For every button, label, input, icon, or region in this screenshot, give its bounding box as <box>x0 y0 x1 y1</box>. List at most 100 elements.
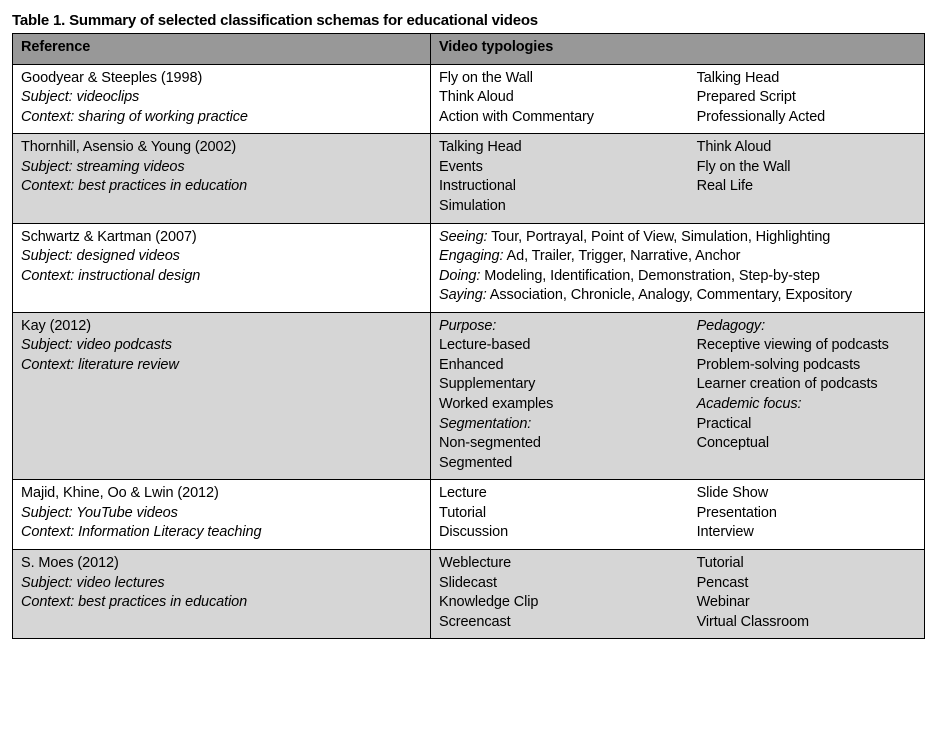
typology-item: Knowledge Clip <box>439 593 697 613</box>
typology-col-right: Talking HeadPrepared ScriptProfessionall… <box>697 69 916 128</box>
context-line: Context: sharing of working practice <box>21 108 422 128</box>
typology-heading: Pedagogy: <box>697 317 916 337</box>
category-values: Modeling, Identification, Demonstration,… <box>480 268 820 284</box>
typology-item: Think Aloud <box>439 88 697 108</box>
category-key: Doing: <box>439 268 480 284</box>
typology-columns: LectureTutorialDiscussionSlide ShowPrese… <box>439 484 916 543</box>
typology-col-left: WeblectureSlidecastKnowledge ClipScreenc… <box>439 554 697 632</box>
table-row: Kay (2012)Subject: video podcastsContext… <box>13 312 925 480</box>
table-row: Majid, Khine, Oo & Lwin (2012)Subject: Y… <box>13 480 925 550</box>
table-row: Thornhill, Asensio & Young (2002)Subject… <box>13 134 925 223</box>
typology-item: Screencast <box>439 613 697 633</box>
reference-cell: Schwartz & Kartman (2007)Subject: design… <box>13 223 431 312</box>
typology-col-left: Fly on the WallThink AloudAction with Co… <box>439 69 697 128</box>
table-row: Schwartz & Kartman (2007)Subject: design… <box>13 223 925 312</box>
typology-item: Professionally Acted <box>697 108 916 128</box>
author: Goodyear & Steeples (1998) <box>21 69 422 89</box>
category-key: Seeing: <box>439 229 487 245</box>
typology-item: Practical <box>697 415 916 435</box>
typology-col-right: TutorialPencastWebinarVirtual Classroom <box>697 554 916 632</box>
typology-item: Interview <box>697 523 916 543</box>
typology-item: Enhanced <box>439 356 697 376</box>
reference-cell: Goodyear & Steeples (1998)Subject: video… <box>13 64 431 134</box>
subject-line: Subject: video lectures <box>21 574 422 594</box>
table-row: Goodyear & Steeples (1998)Subject: video… <box>13 64 925 134</box>
typology-item: Events <box>439 158 697 178</box>
typologies-cell: Seeing: Tour, Portrayal, Point of View, … <box>431 223 925 312</box>
author: Kay (2012) <box>21 317 422 337</box>
subject-line: Subject: streaming videos <box>21 158 422 178</box>
typology-col-left: Purpose:Lecture-basedEnhancedSupplementa… <box>439 317 697 474</box>
typology-col-right: Think AloudFly on the WallReal Life <box>697 138 916 216</box>
typology-item: Lecture-based <box>439 336 697 356</box>
typology-category: Engaging: Ad, Trailer, Trigger, Narrativ… <box>439 247 916 267</box>
typology-col-left: Talking HeadEventsInstructionalSimulatio… <box>439 138 697 216</box>
typology-item: Talking Head <box>439 138 697 158</box>
subject-line: Subject: videoclips <box>21 88 422 108</box>
reference-cell: Thornhill, Asensio & Young (2002)Subject… <box>13 134 431 223</box>
typology-item: Pencast <box>697 574 916 594</box>
typology-category: Seeing: Tour, Portrayal, Point of View, … <box>439 228 916 248</box>
context-line: Context: instructional design <box>21 267 422 287</box>
typologies-cell: WeblectureSlidecastKnowledge ClipScreenc… <box>431 549 925 638</box>
header-reference: Reference <box>13 34 431 65</box>
context-line: Context: literature review <box>21 356 422 376</box>
typology-item: Real Life <box>697 177 916 197</box>
typology-columns: Purpose:Lecture-basedEnhancedSupplementa… <box>439 317 916 474</box>
typology-col-left: LectureTutorialDiscussion <box>439 484 697 543</box>
author: Majid, Khine, Oo & Lwin (2012) <box>21 484 422 504</box>
table-caption: Table 1. Summary of selected classificat… <box>12 12 928 29</box>
subject-line: Subject: video podcasts <box>21 336 422 356</box>
typology-category: Saying: Association, Chronicle, Analogy,… <box>439 286 916 306</box>
typology-item: Slide Show <box>697 484 916 504</box>
typologies-cell: Fly on the WallThink AloudAction with Co… <box>431 64 925 134</box>
typology-item: Tutorial <box>697 554 916 574</box>
typology-heading: Purpose: <box>439 317 697 337</box>
typology-item: Discussion <box>439 523 697 543</box>
reference-cell: Majid, Khine, Oo & Lwin (2012)Subject: Y… <box>13 480 431 550</box>
typology-item: Supplementary <box>439 375 697 395</box>
typology-item: Fly on the Wall <box>439 69 697 89</box>
typology-item: Weblecture <box>439 554 697 574</box>
typology-item: Think Aloud <box>697 138 916 158</box>
typology-heading: Segmentation: <box>439 415 697 435</box>
typology-item: Conceptual <box>697 434 916 454</box>
typology-columns: WeblectureSlidecastKnowledge ClipScreenc… <box>439 554 916 632</box>
subject-line: Subject: designed videos <box>21 247 422 267</box>
typology-item: Prepared Script <box>697 88 916 108</box>
classification-table: Reference Video typologies Goodyear & St… <box>12 33 925 639</box>
category-key: Engaging: <box>439 248 503 264</box>
author: Thornhill, Asensio & Young (2002) <box>21 138 422 158</box>
author: S. Moes (2012) <box>21 554 422 574</box>
typology-item: Non-segmented <box>439 434 697 454</box>
typology-heading: Academic focus: <box>697 395 916 415</box>
typology-columns: Fly on the WallThink AloudAction with Co… <box>439 69 916 128</box>
typology-item: Webinar <box>697 593 916 613</box>
typology-item: Simulation <box>439 197 697 217</box>
category-key: Saying: <box>439 287 487 303</box>
typology-item: Talking Head <box>697 69 916 89</box>
typology-item: Fly on the Wall <box>697 158 916 178</box>
reference-cell: Kay (2012)Subject: video podcastsContext… <box>13 312 431 480</box>
typologies-cell: Talking HeadEventsInstructionalSimulatio… <box>431 134 925 223</box>
typology-item: Problem-solving podcasts <box>697 356 916 376</box>
typology-category: Doing: Modeling, Identification, Demonst… <box>439 267 916 287</box>
context-line: Context: Information Literacy teaching <box>21 523 422 543</box>
typology-item: Tutorial <box>439 504 697 524</box>
header-typologies: Video typologies <box>431 34 925 65</box>
subject-line: Subject: YouTube videos <box>21 504 422 524</box>
typology-item: Instructional <box>439 177 697 197</box>
typology-item: Lecture <box>439 484 697 504</box>
typology-item: Learner creation of podcasts <box>697 375 916 395</box>
category-values: Association, Chronicle, Analogy, Comment… <box>487 287 852 303</box>
typology-item: Receptive viewing of podcasts <box>697 336 916 356</box>
typology-col-right: Slide ShowPresentationInterview <box>697 484 916 543</box>
category-values: Ad, Trailer, Trigger, Narrative, Anchor <box>503 248 740 264</box>
context-line: Context: best practices in education <box>21 177 422 197</box>
reference-cell: S. Moes (2012)Subject: video lecturesCon… <box>13 549 431 638</box>
typology-item: Presentation <box>697 504 916 524</box>
typology-item: Action with Commentary <box>439 108 697 128</box>
typology-columns: Talking HeadEventsInstructionalSimulatio… <box>439 138 916 216</box>
context-line: Context: best practices in education <box>21 593 422 613</box>
author: Schwartz & Kartman (2007) <box>21 228 422 248</box>
